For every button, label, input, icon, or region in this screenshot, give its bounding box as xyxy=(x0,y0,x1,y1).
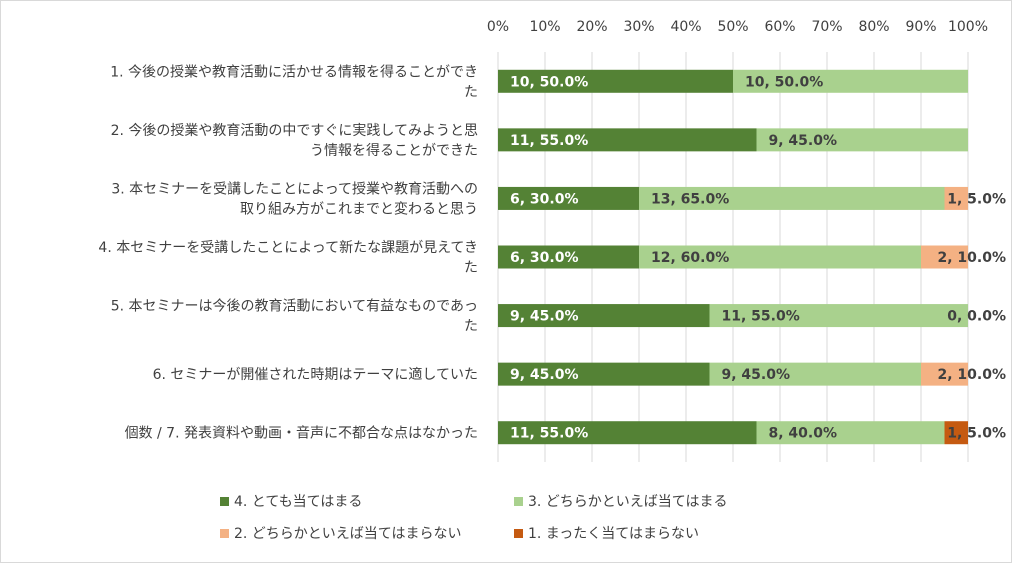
legend-label-series-2: 3. どちらかといえば当てはまる xyxy=(528,494,728,510)
bar-segment xyxy=(498,245,639,269)
legend-item-series-3: 2. どちらかといえば当てはまらない xyxy=(220,523,462,543)
bar-segment xyxy=(921,245,968,269)
legend-swatch-series-2 xyxy=(514,496,523,506)
data-label: 6, 30.0% xyxy=(510,191,579,207)
category-label: 個数 / 7. 発表資料や動画・音声に不都合な点はなかった xyxy=(125,425,478,442)
category-label: た xyxy=(464,84,478,100)
data-label: 1, 5.0% xyxy=(947,426,1006,442)
data-label: 11, 55.0% xyxy=(510,133,588,149)
bar-segment xyxy=(921,362,968,386)
bar-segment xyxy=(639,186,945,210)
data-label: 13, 65.0% xyxy=(651,191,729,207)
x-tick-label: 10% xyxy=(529,19,560,35)
data-label: 1, 5.0% xyxy=(947,191,1006,207)
x-tick-label: 0% xyxy=(487,19,509,35)
category-label: た xyxy=(464,319,478,335)
x-tick-label: 40% xyxy=(670,19,701,35)
category-label: 取り組み方がこれまでと変わると思う xyxy=(240,200,478,217)
legend-label-series-1: 4. とても当てはまる xyxy=(234,494,363,510)
category-label: 5. 本セミナーは今後の教育活動において有益なものであっ xyxy=(111,299,478,315)
bar-segment xyxy=(639,245,921,269)
bar-segment xyxy=(498,128,757,152)
category-label: 2. 今後の授業や教育活動の中ですぐに実践してみようと思 xyxy=(111,123,478,139)
x-tick-label: 90% xyxy=(905,19,936,35)
category-label: う情報を得ることができた xyxy=(310,142,478,159)
data-label: 10, 50.0% xyxy=(745,74,823,90)
data-label: 2, 10.0% xyxy=(937,367,1006,383)
x-tick-label: 20% xyxy=(576,19,607,35)
category-label: 3. 本セミナーを受講したことによって授業や教育活動への xyxy=(111,181,478,197)
x-tick-label: 50% xyxy=(717,19,748,35)
data-label: 11, 55.0% xyxy=(510,426,588,442)
legend-label-series-4: 1. まったく当てはまらない xyxy=(528,526,699,542)
bar-segment xyxy=(498,304,710,328)
legend-item-series-1: 4. とても当てはまる xyxy=(220,491,362,511)
data-label: 9, 45.0% xyxy=(769,133,838,149)
data-label: 9, 45.0% xyxy=(722,367,791,383)
x-tick-label: 70% xyxy=(811,19,842,35)
category-label: 6. セミナーが開催された時期はテーマに適していた xyxy=(153,366,478,383)
x-tick-label: 30% xyxy=(623,19,654,35)
bar-segment xyxy=(756,421,945,445)
legend-label-series-3: 2. どちらかといえば当てはまらない xyxy=(234,526,462,542)
data-label: 10, 50.0% xyxy=(510,74,588,90)
data-label: 12, 60.0% xyxy=(651,250,729,266)
data-label: 9, 45.0% xyxy=(510,309,579,325)
legend-item-series-2: 3. どちらかといえば当てはまる xyxy=(514,491,728,511)
data-label: 0, 0.0% xyxy=(947,309,1006,325)
bar-segment xyxy=(944,186,968,210)
data-label: 2, 10.0% xyxy=(937,250,1006,266)
category-label: 4. 本セミナーを受講したことによって新たな課題が見えてき xyxy=(98,240,478,256)
bar-segment xyxy=(709,362,921,386)
legend-swatch-series-1 xyxy=(220,496,229,506)
data-label: 6, 30.0% xyxy=(510,250,579,266)
bar-segment xyxy=(498,69,733,93)
x-tick-label: 80% xyxy=(858,19,889,35)
legend-swatch-series-4 xyxy=(514,528,523,538)
bar-segment xyxy=(498,186,639,210)
bar-segment xyxy=(944,421,968,445)
data-label: 8, 40.0% xyxy=(769,426,838,442)
bar-segment xyxy=(498,362,710,386)
bar-segment xyxy=(709,304,968,328)
data-label: 11, 55.0% xyxy=(722,309,800,325)
bar-segment xyxy=(756,128,968,152)
legend-swatch-series-3 xyxy=(220,528,229,538)
x-tick-label: 100% xyxy=(948,19,988,35)
legend-item-series-4: 1. まったく当てはまらない xyxy=(514,523,699,543)
x-tick-label: 60% xyxy=(764,19,795,35)
data-label: 9, 45.0% xyxy=(510,367,579,383)
bar-segment xyxy=(733,69,968,93)
category-label: た xyxy=(464,260,478,276)
category-label: 1. 今後の授業や教育活動に活かせる情報を得ることができ xyxy=(110,63,478,80)
bar-segment xyxy=(498,421,757,445)
